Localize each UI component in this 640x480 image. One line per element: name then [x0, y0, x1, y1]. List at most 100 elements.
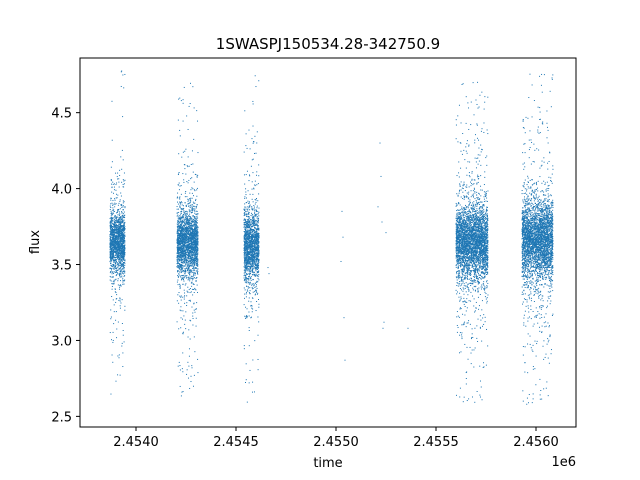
data-point	[193, 256, 195, 258]
data-point	[119, 199, 121, 201]
data-point	[124, 309, 126, 311]
data-point	[118, 261, 120, 263]
data-point	[120, 285, 122, 287]
data-point	[190, 277, 192, 279]
data-point	[112, 281, 114, 283]
data-point	[196, 204, 198, 206]
data-point	[253, 250, 255, 252]
data-point	[122, 334, 124, 336]
data-point	[195, 308, 197, 310]
data-point	[193, 230, 195, 232]
data-point	[111, 231, 113, 233]
data-point	[246, 237, 248, 239]
data-point	[195, 289, 197, 291]
data-point	[123, 201, 125, 203]
data-point	[119, 286, 121, 288]
data-point	[181, 255, 183, 257]
data-point	[189, 226, 191, 228]
data-point	[114, 199, 116, 201]
data-point	[194, 245, 196, 247]
data-point	[256, 213, 258, 215]
data-point	[180, 232, 182, 234]
data-point	[113, 239, 115, 241]
data-point	[115, 230, 117, 232]
data-point	[121, 247, 123, 249]
data-point	[120, 234, 122, 236]
data-point	[244, 208, 246, 210]
data-point	[183, 205, 184, 207]
data-point	[123, 280, 125, 282]
data-point	[186, 305, 188, 307]
data-point	[186, 249, 188, 251]
data-point	[182, 262, 184, 264]
data-point	[122, 259, 124, 261]
data-point	[192, 317, 194, 319]
data-point	[193, 249, 195, 251]
data-point	[183, 289, 185, 291]
data-point	[252, 279, 254, 281]
data-point	[251, 238, 253, 240]
data-point	[118, 234, 120, 235]
data-point	[258, 193, 260, 195]
data-point	[179, 295, 181, 297]
data-point	[113, 210, 115, 212]
data-point	[191, 238, 193, 240]
data-point	[253, 244, 255, 246]
data-point	[179, 251, 181, 253]
data-point	[197, 358, 199, 360]
data-point	[182, 265, 184, 267]
data-point	[122, 206, 124, 208]
data-point	[193, 231, 194, 233]
data-point	[122, 247, 124, 249]
data-point	[183, 222, 185, 224]
data-point	[121, 217, 123, 219]
data-point	[182, 230, 184, 232]
data-point	[247, 249, 249, 251]
data-point	[186, 255, 188, 257]
data-point	[121, 237, 123, 239]
data-point	[179, 369, 181, 371]
data-point	[111, 230, 113, 232]
data-point	[247, 268, 249, 270]
data-point	[194, 270, 196, 272]
data-point	[124, 305, 126, 307]
data-point	[185, 275, 187, 277]
data-point	[185, 240, 187, 242]
data-point	[177, 254, 179, 256]
data-point	[186, 373, 188, 375]
data-point	[112, 283, 114, 285]
data-point	[115, 239, 117, 241]
data-point	[112, 299, 114, 301]
data-point	[185, 253, 187, 255]
data-point	[182, 278, 184, 280]
data-point	[190, 259, 192, 261]
data-point	[253, 232, 255, 234]
data-point	[178, 222, 180, 224]
data-point	[110, 180, 112, 182]
data-point	[112, 183, 114, 185]
data-point	[109, 247, 111, 249]
data-point	[190, 222, 192, 224]
data-point	[111, 235, 113, 237]
data-point	[196, 210, 198, 212]
data-point	[120, 230, 122, 232]
data-point	[177, 235, 179, 237]
data-point	[250, 232, 252, 234]
data-point	[181, 215, 183, 217]
data-point	[122, 238, 124, 240]
data-point	[115, 269, 117, 271]
data-point	[177, 233, 179, 235]
data-point	[181, 239, 183, 241]
data-point	[122, 159, 124, 161]
data-point	[185, 211, 186, 213]
data-point	[247, 266, 249, 268]
data-point	[190, 248, 192, 250]
data-point	[177, 248, 179, 250]
data-point	[115, 227, 117, 229]
data-point	[189, 265, 191, 267]
data-point	[120, 216, 122, 218]
data-point	[180, 216, 182, 218]
data-point	[244, 263, 246, 265]
data-point	[179, 249, 181, 251]
data-point	[254, 258, 256, 260]
